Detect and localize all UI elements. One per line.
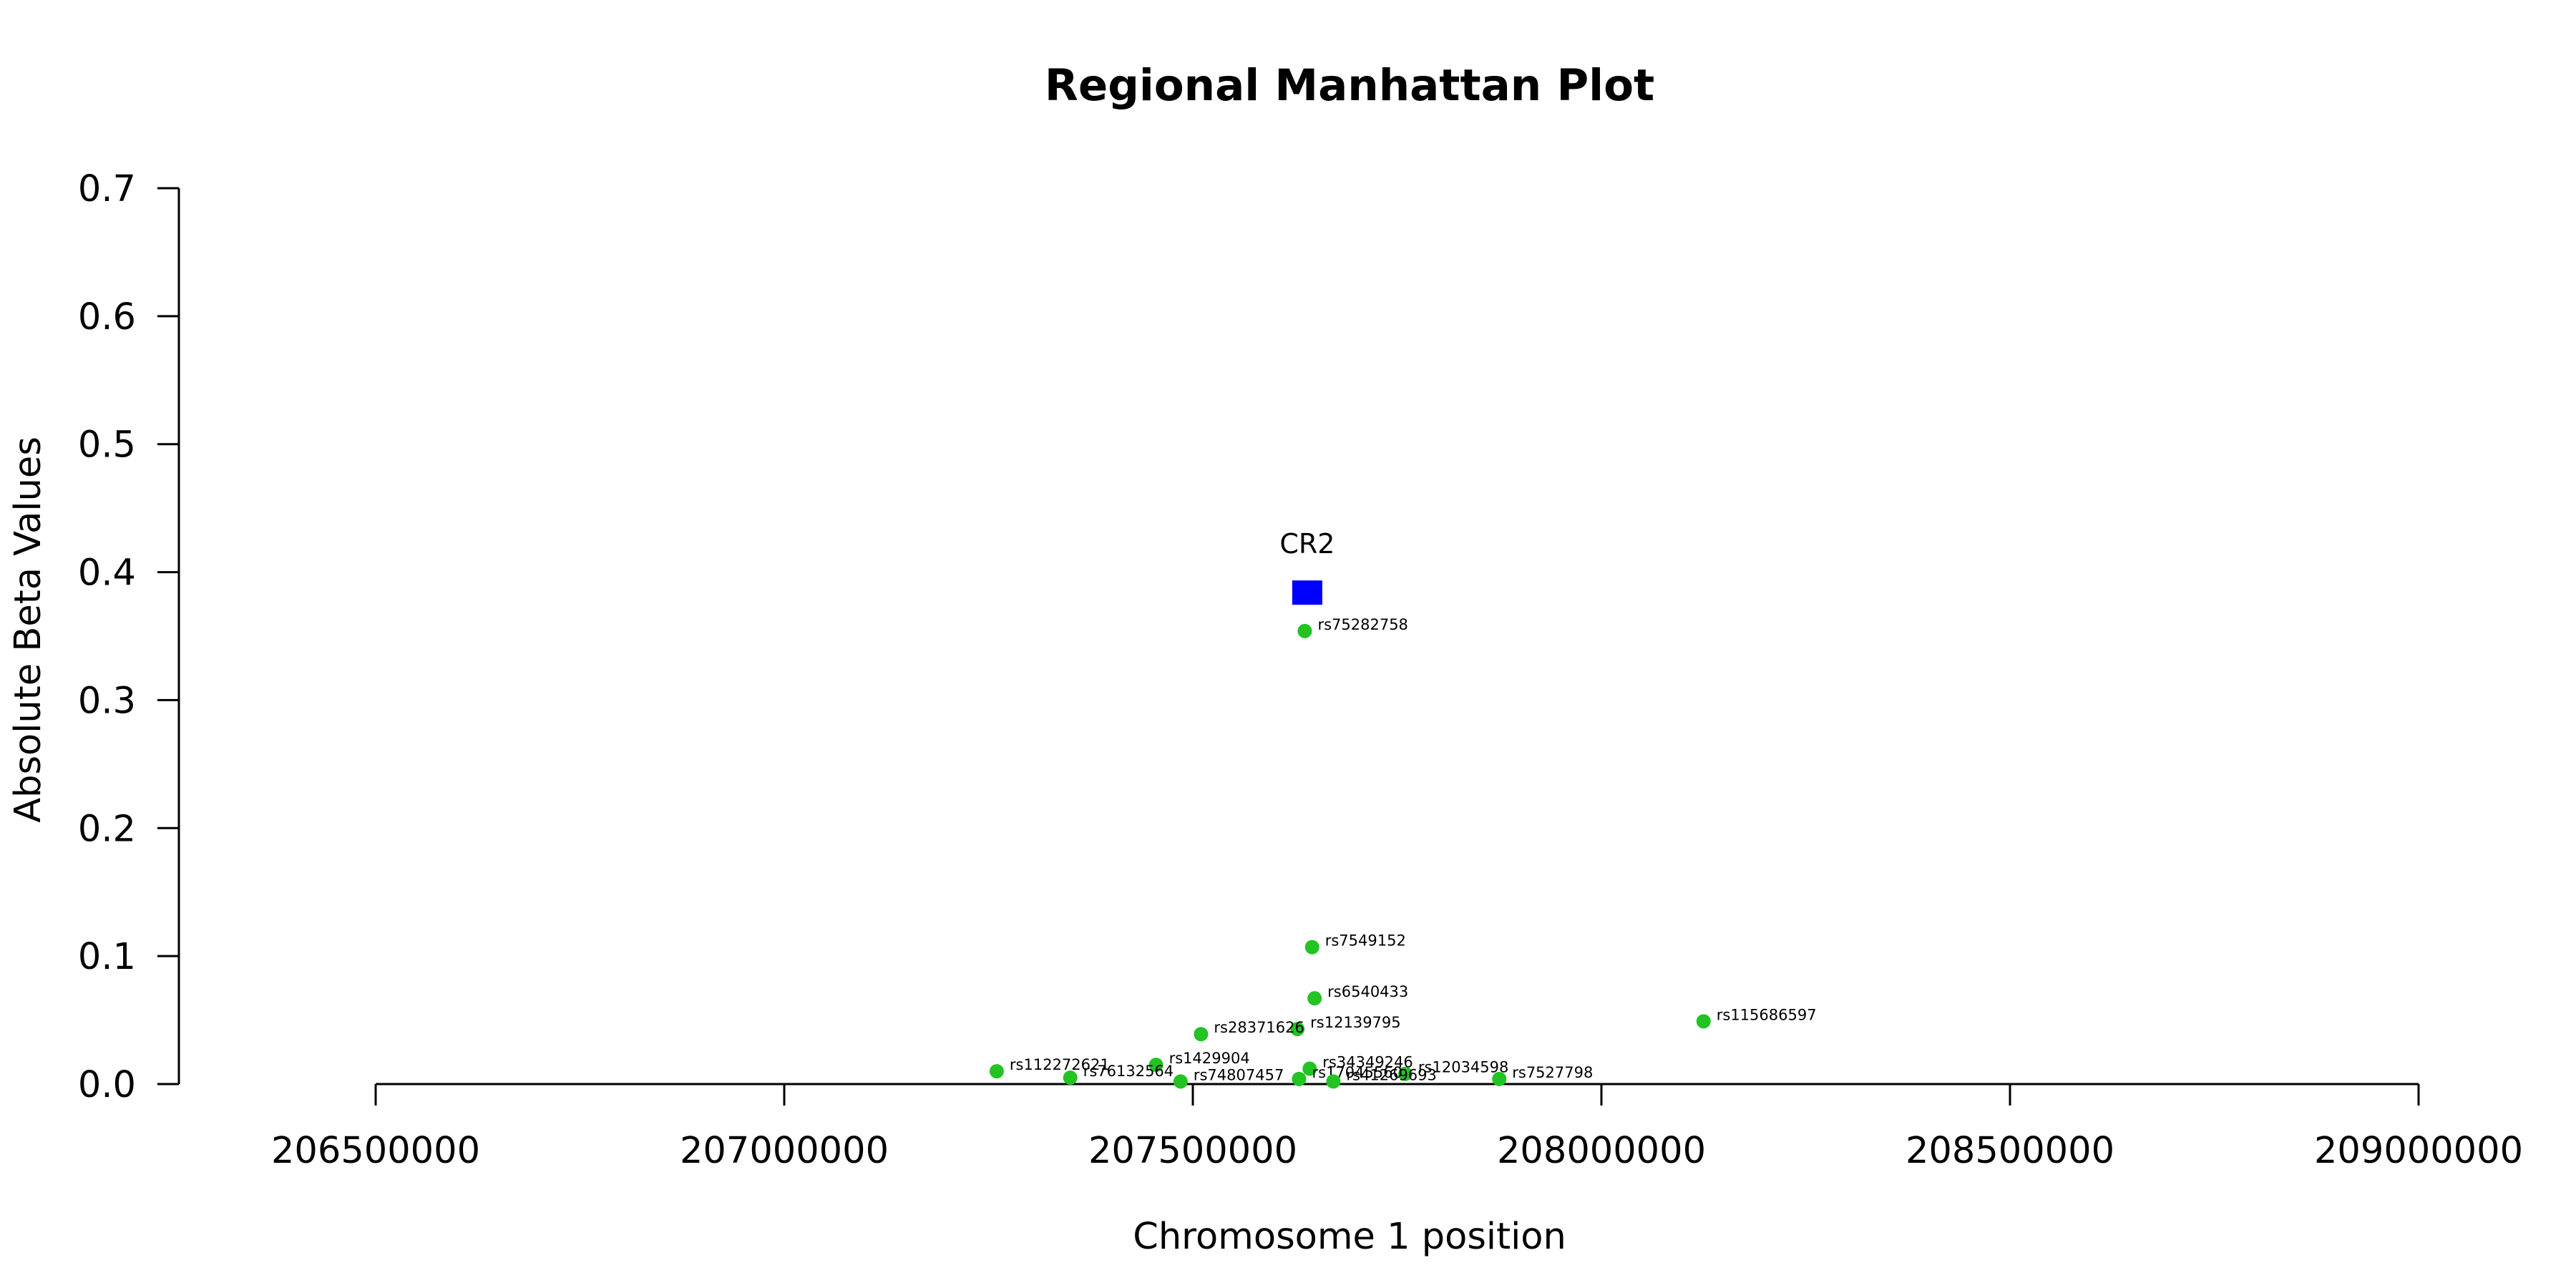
snp-label: rs12034598 [1418, 1059, 1508, 1076]
snp-point [1326, 1074, 1341, 1089]
snp-label: rs34349246 [1322, 1054, 1413, 1071]
snp-point [1492, 1071, 1507, 1086]
y-tick-label: 0.6 [78, 296, 136, 338]
gene-label: CR2 [1279, 528, 1335, 560]
snp-point [1297, 623, 1312, 638]
gene-marker-group: CR2 [1279, 528, 1335, 605]
snp-label: rs76132564 [1083, 1063, 1174, 1080]
snp-point [1696, 1014, 1711, 1029]
y-tick-label: 0.2 [78, 808, 136, 850]
snp-point [1397, 1066, 1413, 1081]
chart-title: Regional Manhattan Plot [1045, 60, 1654, 111]
x-tick-label: 207500000 [1088, 1130, 1297, 1172]
x-tick-label: 206500000 [271, 1130, 480, 1172]
y-tick-label: 0.7 [78, 168, 136, 210]
snp-point [989, 1064, 1004, 1079]
y-tick-label: 0.1 [78, 936, 136, 978]
snp-point [1194, 1027, 1209, 1042]
snp-label: rs7527798 [1512, 1064, 1593, 1081]
snp-point [1148, 1058, 1163, 1073]
snp-point [1307, 991, 1322, 1006]
x-axis: 206500000 207000000 207500000 208000000 2085… [271, 1083, 2523, 1172]
snp-point [1290, 1022, 1305, 1037]
y-tick-label: 0.3 [78, 680, 136, 722]
x-tick-label: 208500000 [1906, 1130, 2114, 1172]
y-tick-label: 0.5 [78, 424, 136, 467]
snp-point [1302, 1061, 1317, 1076]
x-tick-label: 207000000 [680, 1130, 889, 1172]
snp-label: rs41269693 [1346, 1066, 1436, 1083]
y-tick-label: 0.4 [78, 552, 136, 595]
x-tick-label: 209000000 [2314, 1130, 2523, 1172]
snp-label: rs74807457 [1194, 1066, 1284, 1083]
snp-point [1063, 1070, 1078, 1085]
x-tick-label: 208000000 [1497, 1130, 1706, 1172]
gene-marker [1292, 580, 1322, 605]
y-axis: 0.0 0.1 0.2 0.3 0.4 0.5 0.6 0.7 [78, 168, 180, 1106]
snp-points: rs75282758 rs7549152 rs6540433 rs115686597 r… [989, 616, 1817, 1089]
snp-label: rs75282758 [1317, 616, 1407, 633]
snp-point [1292, 1071, 1307, 1086]
y-axis-label: Absolute Beta Values [7, 436, 49, 823]
x-axis-label: Chromosome 1 position [1133, 1216, 1566, 1258]
snp-label: rs112272621 [1010, 1056, 1110, 1073]
snp-label: rs28371626 [1214, 1019, 1304, 1036]
snp-point [1173, 1074, 1188, 1089]
snp-label: rs6540433 [1327, 983, 1408, 1000]
snp-label: rs1429904 [1169, 1050, 1250, 1067]
snp-label: rs115686597 [1717, 1006, 1817, 1023]
snp-label: rs12139795 [1310, 1014, 1400, 1031]
snp-point [1304, 940, 1319, 955]
snp-label: rs7549152 [1325, 932, 1406, 950]
y-tick-label: 0.0 [78, 1064, 136, 1106]
